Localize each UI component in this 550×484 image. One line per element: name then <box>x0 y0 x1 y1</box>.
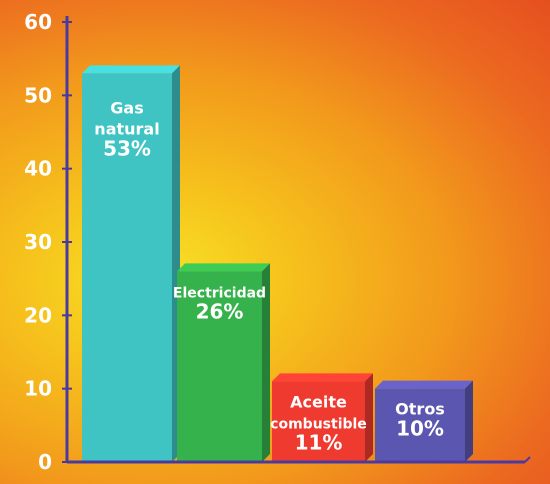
y-tick-label: 50 <box>24 83 52 107</box>
bar-label: Electricidad <box>173 285 266 301</box>
bar-side-face <box>465 380 473 462</box>
bar-label: Aceite <box>290 392 347 411</box>
y-tick-label: 40 <box>24 157 52 181</box>
y-tick-label: 20 <box>24 303 52 327</box>
bar-top-face <box>375 380 473 389</box>
bar <box>82 73 172 462</box>
bar-label: 53% <box>103 136 151 160</box>
bar-label: Gas <box>110 98 143 117</box>
bar-top-face <box>177 263 270 272</box>
bar-side-face <box>262 263 270 462</box>
bar-label: Otros <box>395 400 445 419</box>
y-tick-label: 30 <box>24 230 52 254</box>
y-tick-label: 0 <box>38 450 52 474</box>
bar-label: natural <box>94 119 159 138</box>
y-tick-label: 10 <box>24 377 52 401</box>
bar-label: 26% <box>196 299 244 323</box>
bar-top-face <box>272 373 373 382</box>
y-tick-label: 60 <box>24 10 52 34</box>
bar-label: 10% <box>396 417 444 441</box>
x-axis-end <box>524 456 531 463</box>
bar <box>272 381 365 462</box>
bar <box>375 388 465 462</box>
bar-top-face <box>82 65 180 74</box>
bar-label: combustible <box>270 416 367 432</box>
bar-label: 11% <box>295 430 343 454</box>
bar <box>177 271 262 462</box>
bar-side-face <box>365 373 373 462</box>
